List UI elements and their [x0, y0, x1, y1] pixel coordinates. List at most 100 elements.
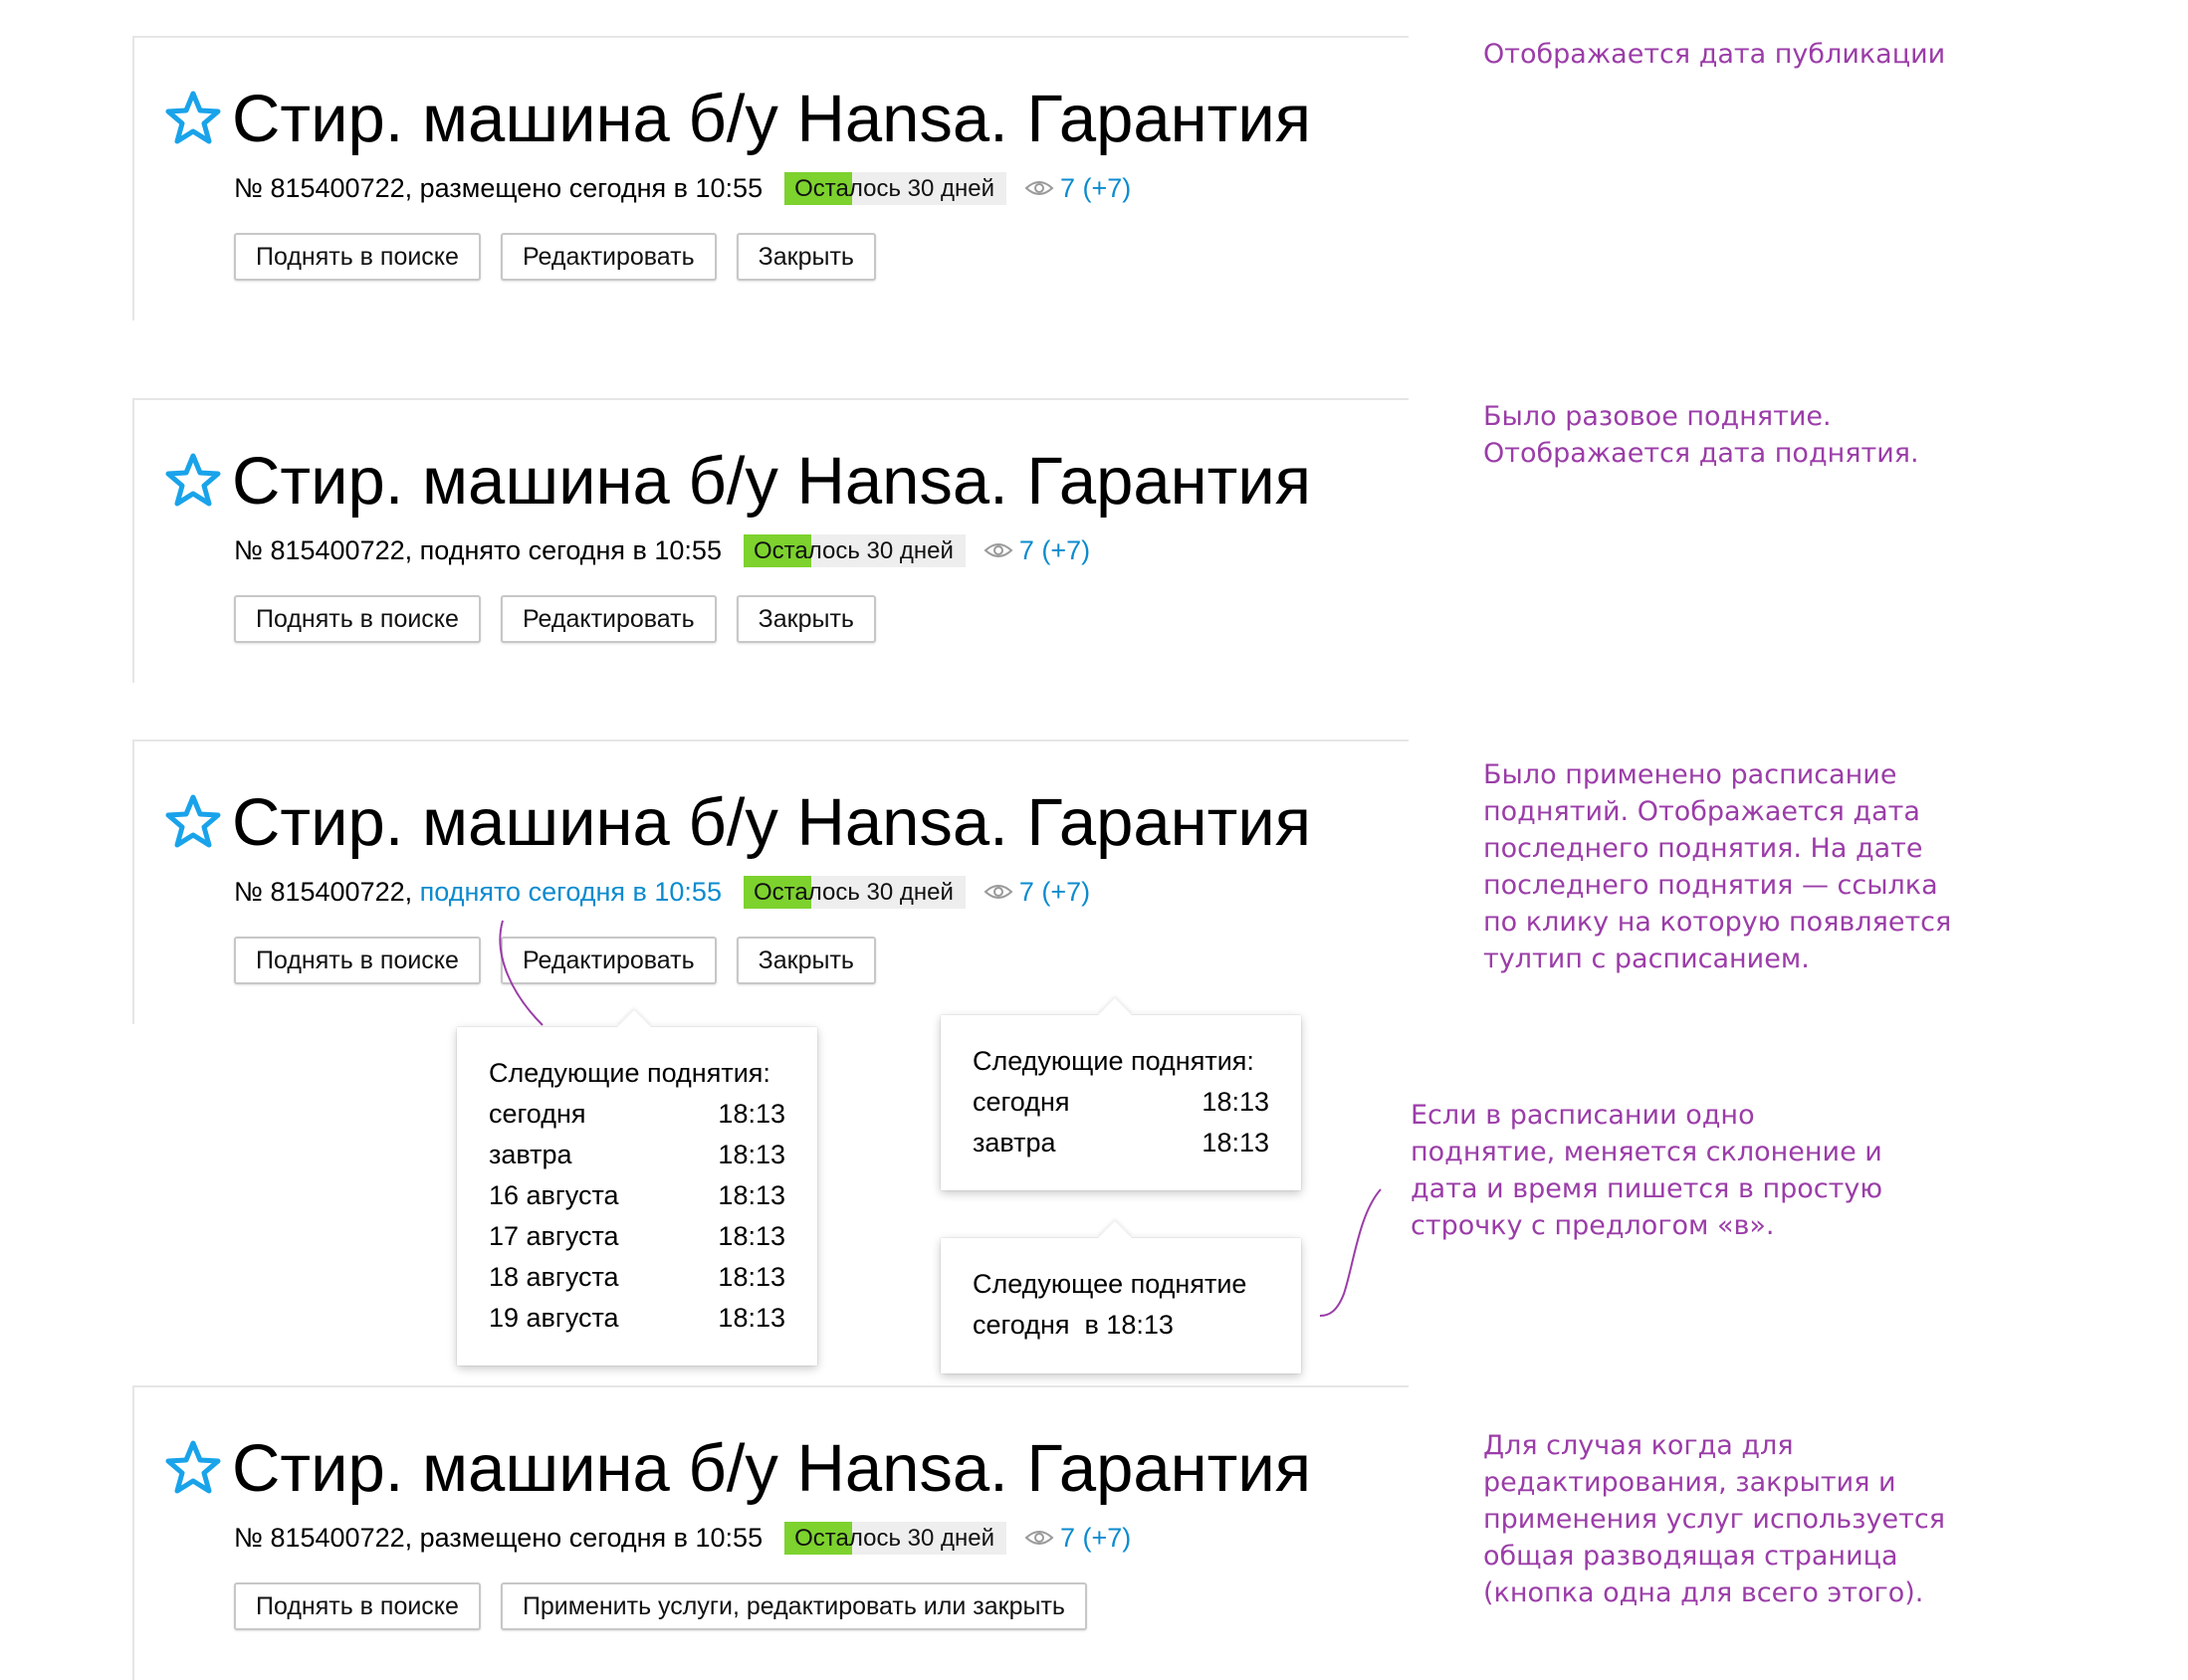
note-line: Было разовое поднятие.: [1483, 401, 1832, 432]
favorite-star-icon[interactable]: [164, 1439, 222, 1495]
views-count: 7 (+7): [1018, 535, 1091, 565]
tooltip-heading: Следующее поднятие: [973, 1269, 1247, 1299]
note-line: строчку с предлогом «в».: [1411, 1210, 1775, 1241]
close-button[interactable]: Закрыть: [736, 937, 876, 984]
favorite-star-icon[interactable]: [164, 90, 222, 145]
tooltip-heading: Следующие поднятия:: [973, 1046, 1254, 1076]
note-line: последнего поднятия — ссылка: [1483, 870, 1938, 901]
single-raise-tooltip: Следующее поднятие сегодня в 18:13: [941, 1221, 1301, 1373]
schedule-time: 18:13: [1202, 1087, 1269, 1117]
schedule-day: завтра: [973, 1128, 1056, 1157]
schedule-day: 19 августа: [489, 1303, 619, 1333]
listing-title[interactable]: Стир. машина б/у Hansa. Гарантия: [232, 785, 1312, 860]
views-counter: 7 (+7): [1024, 171, 1131, 205]
listing-actions: Поднять в поиске Редактировать Закрыть: [234, 937, 896, 984]
days-left-badge: Осталось 30 дней: [743, 875, 966, 909]
close-button[interactable]: Закрыть: [736, 595, 876, 643]
favorite-star-icon[interactable]: [164, 793, 222, 849]
raise-in-search-button[interactable]: Поднять в поиске: [234, 1582, 481, 1630]
raise-in-search-button[interactable]: Поднять в поиске: [234, 233, 481, 281]
views-counter: 7 (+7): [984, 533, 1090, 567]
note-combined-button: Для случая когда для редактирования, зак…: [1483, 1427, 1945, 1611]
schedule-row: 16 августа 18:13: [489, 1175, 785, 1216]
schedule-day: 16 августа: [489, 1180, 619, 1210]
listing-title[interactable]: Стир. машина б/у Hansa. Гарантия: [232, 1431, 1312, 1506]
schedule-row: завтра 18:13: [973, 1123, 1269, 1163]
schedule-time: 18:13: [718, 1140, 785, 1169]
views-count: 7 (+7): [1018, 877, 1091, 907]
days-left-badge: Осталось 30 дней: [743, 533, 966, 567]
schedule-row: завтра 18:13: [489, 1135, 785, 1175]
raise-date-link[interactable]: поднято сегодня в 10:55: [419, 877, 722, 907]
note-line: дата и время пишется в простую: [1411, 1173, 1883, 1204]
schedule-tooltip: Следующие поднятия: сегодня 18:13 завтра 1…: [457, 1010, 817, 1365]
schedule-day: сегодня: [973, 1087, 1070, 1117]
note-line: поднятие, меняется склонение и: [1411, 1137, 1882, 1167]
tooltip-heading: Следующие поднятия:: [489, 1058, 770, 1088]
raise-in-search-button[interactable]: Поднять в поиске: [234, 937, 481, 984]
close-button[interactable]: Закрыть: [736, 233, 876, 281]
manage-listing-button[interactable]: Применить услуги, редактировать или закр…: [500, 1582, 1087, 1630]
listing-number: № 815400722: [234, 1523, 405, 1553]
single-raise-line: сегодня в 18:13: [973, 1310, 1174, 1340]
publish-date: размещено сегодня в 10:55: [419, 1523, 764, 1553]
listing-card-3: Стир. машина б/у Hansa. Гарантия № 81540…: [132, 739, 1409, 1024]
note-line: по клику на которую появляется: [1483, 907, 1952, 938]
note-line: последнего поднятия. На дате: [1483, 833, 1923, 864]
meta-separator: ,: [404, 173, 413, 203]
edit-button[interactable]: Редактировать: [500, 937, 717, 984]
schedule-row: сегодня 18:13: [973, 1082, 1269, 1123]
annotation-curve-schedule-link: [499, 920, 544, 1026]
schedule-row: сегодня 18:13: [489, 1094, 785, 1135]
listing-card-2: Стир. машина б/у Hansa. Гарантия № 81540…: [132, 398, 1409, 683]
schedule-time: 18:13: [718, 1221, 785, 1251]
note-line: Для случая когда для: [1483, 1430, 1794, 1461]
schedule-row: 17 августа 18:13: [489, 1216, 785, 1257]
listing-card-1: Стир. машина б/у Hansa. Гарантия № 81540…: [132, 36, 1409, 320]
views-count: 7 (+7): [1060, 1523, 1132, 1553]
eye-icon: [984, 543, 1013, 557]
meta-separator: ,: [404, 535, 413, 565]
days-left-badge: Осталось 30 дней: [784, 171, 1006, 205]
schedule-time: 18:13: [718, 1099, 785, 1129]
listing-number: № 815400722: [234, 173, 405, 203]
note-single-raise: Было разовое поднятие. Отображается дата…: [1483, 398, 1919, 472]
note-publish-date: Отображается дата публикации: [1483, 36, 1945, 73]
views-count: 7 (+7): [1060, 173, 1132, 203]
schedule-time: 18:13: [718, 1262, 785, 1292]
edit-button[interactable]: Редактировать: [500, 233, 717, 281]
listing-title[interactable]: Стир. машина б/у Hansa. Гарантия: [232, 444, 1312, 519]
note-line: Отображается дата публикации: [1483, 39, 1946, 70]
schedule-day: завтра: [489, 1140, 572, 1169]
schedule-row: 18 августа 18:13: [489, 1257, 785, 1298]
note-line: редактирования, закрытия и: [1483, 1467, 1896, 1498]
listing-number: № 815400722: [234, 535, 405, 565]
schedule-tooltip-short: Следующие поднятия: сегодня 18:13 завтра 1…: [941, 998, 1301, 1190]
publish-date: размещено сегодня в 10:55: [419, 173, 764, 203]
listing-actions: Поднять в поиске Редактировать Закрыть: [234, 595, 896, 643]
note-line: применения услуг используется: [1483, 1504, 1945, 1535]
meta-separator: ,: [404, 1523, 413, 1553]
views-counter: 7 (+7): [984, 875, 1090, 909]
annotation-curve-single-raise: [1319, 1188, 1382, 1317]
eye-icon: [1024, 1531, 1054, 1545]
note-line: Отображается дата поднятия.: [1483, 438, 1919, 469]
note-line: (кнопка одна для всего этого).: [1483, 1577, 1924, 1608]
note-line: тултип с расписанием.: [1483, 944, 1810, 974]
favorite-star-icon[interactable]: [164, 452, 222, 508]
schedule-day: 18 августа: [489, 1262, 619, 1292]
listing-meta: № 815400722, поднято сегодня в 10:55 Ост…: [234, 875, 1090, 909]
note-line: Если в расписании одно: [1411, 1100, 1755, 1131]
schedule-row: 19 августа 18:13: [489, 1298, 785, 1339]
eye-icon: [1024, 181, 1054, 195]
listing-title[interactable]: Стир. машина б/у Hansa. Гарантия: [232, 82, 1312, 156]
raise-in-search-button[interactable]: Поднять в поиске: [234, 595, 481, 643]
note-single-schedule: Если в расписании одно поднятие, меняетс…: [1411, 1097, 1882, 1244]
listing-card-4: Стир. машина б/у Hansa. Гарантия № 81540…: [132, 1385, 1409, 1680]
schedule-time: 18:13: [718, 1303, 785, 1333]
schedule-day: сегодня: [489, 1099, 586, 1129]
note-line: поднятий. Отображается дата: [1483, 796, 1920, 827]
schedule-day: 17 августа: [489, 1221, 619, 1251]
edit-button[interactable]: Редактировать: [500, 595, 717, 643]
